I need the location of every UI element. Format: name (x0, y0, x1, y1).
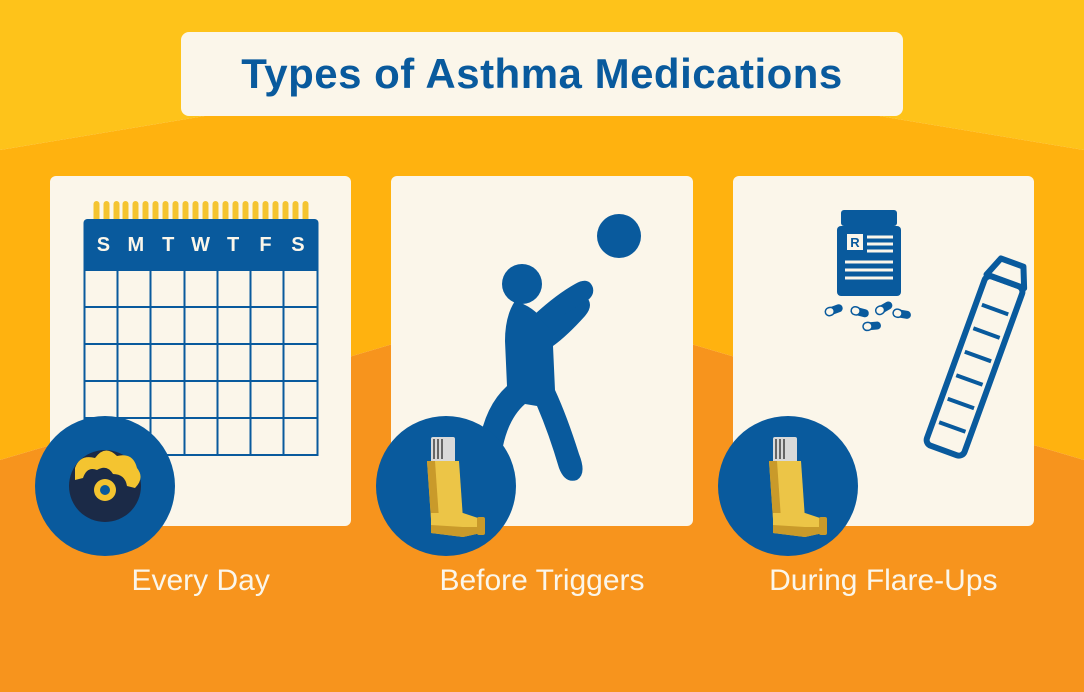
calendar-ring (252, 201, 258, 219)
badge-mdi-inhaler (718, 416, 858, 556)
card-label: Before Triggers (439, 564, 644, 598)
calendar-cell (252, 308, 285, 345)
calendar-cell (285, 419, 318, 456)
calendar-cell (152, 271, 185, 308)
calendar-ring (163, 201, 169, 219)
calendar-ring (103, 201, 109, 219)
calendar-cell (85, 308, 118, 345)
calendar-cell (185, 271, 218, 308)
calendar-cell (252, 345, 285, 382)
cards-row: SMTWTFS Every Day (0, 176, 1084, 598)
calendar-ring (302, 201, 308, 219)
calendar-cell (218, 308, 251, 345)
calendar-ring (143, 201, 149, 219)
mdi-inhaler-icon (743, 431, 833, 541)
calendar-day-label: M (120, 234, 152, 257)
calendar-ring (93, 201, 99, 219)
calendar-ring (173, 201, 179, 219)
calendar-binding (83, 201, 318, 219)
calendar-ring (183, 201, 189, 219)
calendar-cell (185, 419, 218, 456)
card-before-triggers: Before Triggers (391, 176, 692, 598)
title-box: Types of Asthma Medications (181, 32, 903, 116)
calendar-ring (123, 201, 129, 219)
calendar-day-label: T (217, 234, 249, 257)
card-during-flare-ups: R (733, 176, 1034, 598)
calendar-cell (118, 382, 151, 419)
calendar-ring (262, 201, 268, 219)
page-title: Types of Asthma Medications (241, 50, 843, 98)
calendar-ring (113, 201, 119, 219)
badge-mdi-inhaler (376, 416, 516, 556)
calendar-ring (282, 201, 288, 219)
calendar-cell (218, 382, 251, 419)
content-container: Types of Asthma Medications SMTWTFS (0, 0, 1084, 692)
calendar-ring (272, 201, 278, 219)
calendar-cell (285, 308, 318, 345)
badge-dpi-inhaler (35, 416, 175, 556)
calendar-cell (185, 345, 218, 382)
calendar-cell (185, 308, 218, 345)
calendar-ring (193, 201, 199, 219)
calendar-day-label: W (184, 234, 216, 257)
calendar-ring (153, 201, 159, 219)
card-label: Every Day (131, 564, 269, 598)
card-panel: R (733, 176, 1034, 526)
calendar-cell (285, 345, 318, 382)
calendar-cell (285, 382, 318, 419)
card-label: During Flare-Ups (769, 564, 997, 598)
calendar-cell (152, 308, 185, 345)
calendar-cell (118, 345, 151, 382)
mdi-inhaler-icon (401, 431, 491, 541)
calendar-cell (285, 271, 318, 308)
calendar-cell (118, 271, 151, 308)
calendar-header: SMTWTFS (83, 219, 318, 271)
calendar-cell (252, 271, 285, 308)
calendar-cell (152, 382, 185, 419)
calendar-cell (185, 382, 218, 419)
calendar-day-label: S (282, 234, 314, 257)
card-every-day: SMTWTFS Every Day (50, 176, 351, 598)
card-panel (391, 176, 692, 526)
calendar-cell (252, 382, 285, 419)
calendar-ring (242, 201, 248, 219)
calendar-cell (85, 382, 118, 419)
calendar-day-label: F (249, 234, 281, 257)
calendar-cell (218, 271, 251, 308)
calendar-ring (232, 201, 238, 219)
calendar-cell (85, 345, 118, 382)
card-panel: SMTWTFS (50, 176, 351, 526)
calendar-cell (152, 345, 185, 382)
calendar-cell (118, 308, 151, 345)
calendar-cell (252, 419, 285, 456)
calendar-cell (85, 271, 118, 308)
calendar-cell (218, 419, 251, 456)
calendar-day-label: S (87, 234, 119, 257)
calendar-ring (223, 201, 229, 219)
svg-text:R: R (850, 235, 860, 250)
calendar-ring (133, 201, 139, 219)
calendar-cell (218, 345, 251, 382)
calendar-ring (203, 201, 209, 219)
dpi-inhaler-icon (55, 436, 155, 536)
calendar-ring (213, 201, 219, 219)
calendar-day-label: T (152, 234, 184, 257)
calendar-ring (292, 201, 298, 219)
